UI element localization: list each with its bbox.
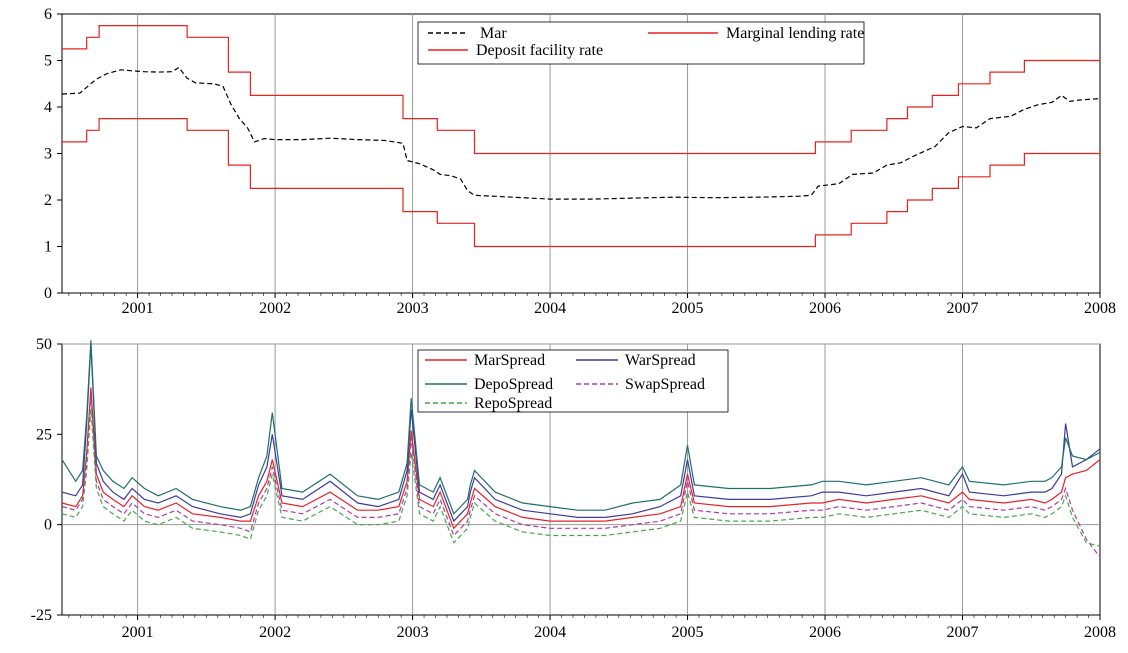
legend-box bbox=[417, 21, 865, 65]
series-line-depospread bbox=[61, 340, 1101, 515]
x-tick-label: 2006 bbox=[809, 624, 841, 641]
y-tick-label: 5 bbox=[44, 53, 52, 70]
series-line-deposit-facility-rate bbox=[62, 118, 1100, 248]
legend-label-swapspread: SwapSpread bbox=[625, 376, 705, 393]
x-tick-label: 2006 bbox=[809, 300, 841, 317]
series-line-mar bbox=[61, 66, 1101, 200]
series-line-swapspread bbox=[61, 394, 1101, 558]
legend-label-deposit-facility-rate: Deposit facility rate bbox=[476, 42, 603, 59]
legend-label-warspread: WarSpread bbox=[625, 352, 696, 369]
y-tick-label: 3 bbox=[44, 146, 52, 163]
series-line-marginal-lending-rate bbox=[62, 25, 1100, 155]
legend-label-marspread: MarSpread bbox=[474, 352, 545, 369]
x-tick-label: 2001 bbox=[122, 624, 154, 641]
x-tick-label: 2005 bbox=[672, 624, 704, 641]
series-line-warspread bbox=[61, 343, 1101, 523]
y-tick-label: 2 bbox=[44, 192, 52, 209]
legend: MarSpread WarSpread DepoSpread SwapSpread Re… bbox=[417, 349, 729, 413]
x-tick-label: 2002 bbox=[259, 300, 291, 317]
y-tick-label: 4 bbox=[44, 99, 52, 116]
y-tick-label: -25 bbox=[31, 607, 52, 624]
y-tick-label: 1 bbox=[44, 239, 52, 256]
x-tick-label: 2002 bbox=[259, 624, 291, 641]
y-tick-label: 50 bbox=[36, 336, 52, 353]
y-tick-label: 0 bbox=[44, 517, 52, 534]
y-tick-label: 25 bbox=[36, 426, 52, 443]
x-tick-label: 2007 bbox=[947, 300, 979, 317]
legend: Mar Marginal lending rate Deposit facility… bbox=[417, 21, 865, 65]
x-tick-label: 2005 bbox=[672, 300, 704, 317]
chart-panel-2: 2001 2002 2003 2004 2005 2006 2007 2008 -25 0 25 50… bbox=[31, 336, 1116, 641]
legend-label-repospread: RepoSpread bbox=[474, 395, 552, 412]
x-tick-label: 2004 bbox=[534, 300, 566, 317]
x-tick-label: 2004 bbox=[534, 624, 566, 641]
x-tick-label: 2003 bbox=[397, 300, 429, 317]
x-tick-label: 2008 bbox=[1084, 624, 1116, 641]
y-tick-label: 0 bbox=[44, 285, 52, 302]
legend-label-depospread: DepoSpread bbox=[474, 376, 553, 393]
legend-label-mar: Mar bbox=[480, 25, 507, 42]
x-tick-label: 2008 bbox=[1084, 300, 1116, 317]
y-tick-label: 6 bbox=[44, 6, 52, 23]
x-tick-label: 2003 bbox=[397, 624, 429, 641]
legend-box bbox=[417, 349, 729, 413]
x-tick-label: 2007 bbox=[947, 624, 979, 641]
x-tick-label: 2001 bbox=[122, 300, 154, 317]
series-line-repospread bbox=[61, 408, 1101, 547]
series-line-marspread bbox=[61, 387, 1101, 530]
legend-label-marginal-lending-rate: Marginal lending rate bbox=[726, 25, 864, 42]
chart-panel-1: 2001 2002 2003 2004 2005 2006 2007 2008 0 1 2 3 4 5 6 M… bbox=[44, 6, 1116, 317]
